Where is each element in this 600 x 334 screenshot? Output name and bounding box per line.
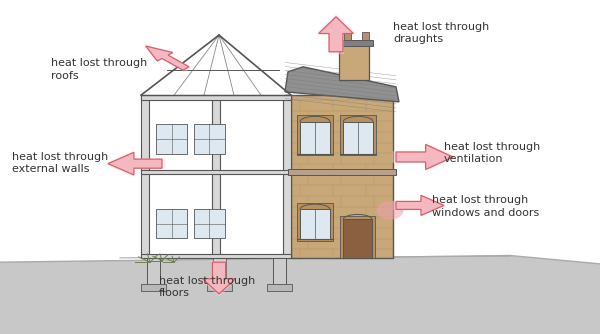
Bar — [141, 95, 291, 100]
Bar — [207, 284, 232, 291]
Bar — [273, 258, 286, 285]
Bar — [156, 124, 187, 154]
Text: heat lost through
ventilation: heat lost through ventilation — [444, 142, 540, 164]
Bar — [300, 122, 330, 154]
Bar — [300, 209, 330, 239]
Bar — [213, 258, 226, 285]
Polygon shape — [396, 145, 453, 170]
Polygon shape — [142, 44, 192, 72]
Bar — [362, 32, 369, 40]
Polygon shape — [291, 95, 393, 258]
Polygon shape — [285, 67, 399, 102]
Bar — [340, 115, 376, 155]
Bar — [288, 169, 396, 175]
Ellipse shape — [377, 201, 404, 220]
Text: heat lost through
draughts: heat lost through draughts — [393, 22, 489, 44]
Bar — [141, 170, 291, 174]
Polygon shape — [146, 46, 189, 70]
Text: heat lost through
windows and doors: heat lost through windows and doors — [432, 195, 539, 218]
Polygon shape — [393, 194, 448, 217]
Bar — [297, 203, 333, 241]
Bar — [141, 95, 149, 258]
Bar — [156, 209, 187, 238]
Bar — [339, 42, 369, 80]
Bar — [194, 124, 225, 154]
Polygon shape — [0, 256, 600, 334]
Polygon shape — [108, 152, 162, 175]
Bar — [194, 209, 225, 238]
Bar — [141, 284, 166, 291]
Bar — [212, 95, 220, 258]
Bar — [335, 40, 373, 46]
Bar — [343, 122, 373, 154]
Bar — [344, 32, 351, 40]
Text: heat lost through
floors: heat lost through floors — [159, 276, 255, 298]
Polygon shape — [396, 195, 444, 215]
Bar — [141, 254, 291, 258]
Text: heat lost through
external walls: heat lost through external walls — [12, 152, 108, 174]
Text: heat lost through
roofs: heat lost through roofs — [51, 58, 147, 81]
Bar — [283, 95, 291, 258]
Polygon shape — [316, 14, 356, 54]
Polygon shape — [200, 260, 238, 297]
Polygon shape — [202, 262, 235, 294]
Bar — [343, 219, 372, 258]
Polygon shape — [319, 17, 353, 52]
Bar — [267, 284, 292, 291]
Bar — [147, 258, 160, 285]
Bar — [340, 216, 375, 258]
Bar — [297, 115, 333, 155]
Polygon shape — [103, 151, 166, 177]
Polygon shape — [392, 143, 458, 171]
